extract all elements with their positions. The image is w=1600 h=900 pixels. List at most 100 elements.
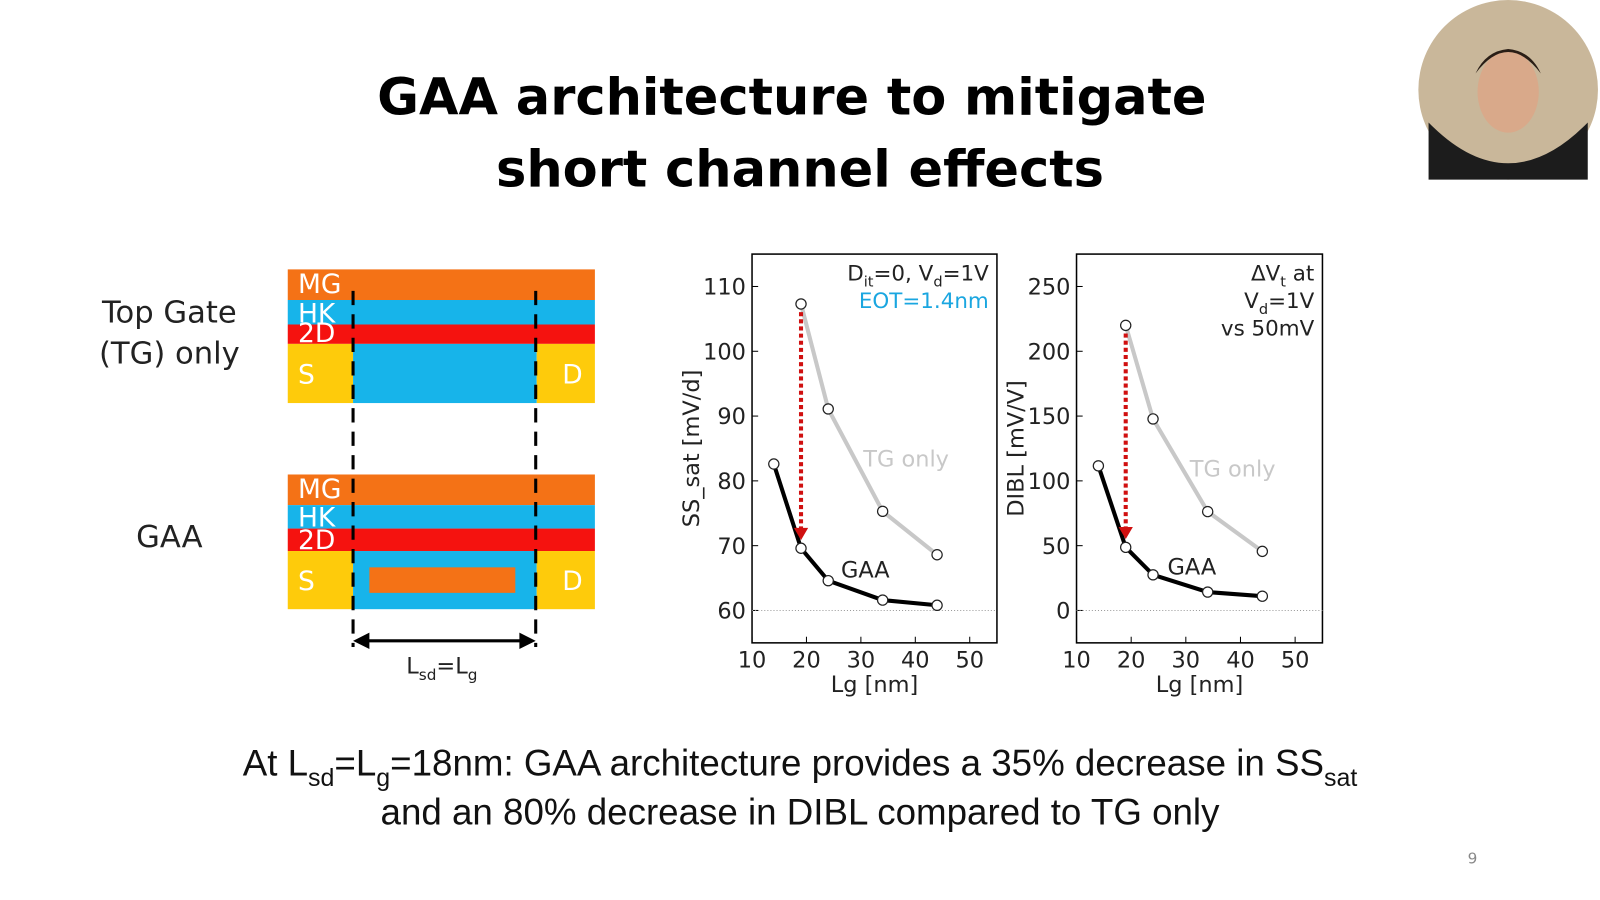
y-tick-label: 90 (717, 404, 746, 430)
text-span: D (847, 262, 863, 287)
annotation: ΔVt at (1251, 262, 1314, 291)
text-span: and an 80% decrease in DIBL compared to … (381, 791, 1221, 832)
arrow-head (1118, 526, 1133, 540)
device-diagram: Top Gate (TG) only GAA MG HK 2D S D MG H… (99, 269, 595, 684)
subscript: sd (419, 666, 437, 684)
data-point (1119, 541, 1132, 554)
channel (353, 343, 537, 404)
webcam (1418, 0, 1598, 180)
y-axis-label: SS_sat [mV/d] (679, 370, 705, 528)
data-point (1256, 590, 1269, 602)
tg-label: Top Gate (101, 295, 237, 330)
page-number: 9 (1468, 849, 1478, 867)
annotation: Dit=0, Vd=1V (847, 262, 989, 291)
annotation: EOT=1.4nm (859, 289, 989, 314)
layer-label: HK (298, 298, 336, 329)
text-span: V (1244, 289, 1259, 314)
y-tick-label: 100 (703, 339, 746, 365)
plot-frame (1075, 253, 1324, 644)
layer-label: MG (298, 269, 341, 300)
webcam-face (1477, 51, 1539, 133)
x-tick-label: 20 (792, 647, 821, 673)
layer-label: 2D (298, 525, 335, 556)
y-tick-label: 80 (717, 469, 746, 495)
data-point (1147, 569, 1159, 581)
plot-frame (751, 253, 998, 644)
y-tick-label: 100 (1028, 469, 1071, 495)
data-point (822, 403, 834, 415)
hk-layer (287, 300, 595, 325)
data-point (1201, 505, 1214, 518)
y-tick-label: 250 (1028, 275, 1071, 301)
subscript: d (1259, 301, 1268, 318)
text-span: =0, V (874, 262, 934, 287)
x-tick-label: 40 (901, 647, 930, 673)
data-point (1119, 319, 1132, 332)
webcam-hair (1475, 48, 1541, 74)
2d-layer (287, 528, 595, 552)
text-span: =L (334, 743, 376, 784)
layer-label: MG (298, 474, 341, 505)
x-tick-label: 20 (1117, 647, 1146, 673)
text-span: at (1286, 262, 1314, 287)
arrow-head (793, 527, 809, 541)
text-span: At L (243, 743, 308, 784)
x-tick-label: 50 (955, 647, 984, 673)
bottom-gate (369, 567, 516, 593)
webcam-shirt (1428, 122, 1588, 180)
text-span: =1V (1268, 289, 1315, 314)
drain (536, 551, 595, 610)
series-label: GAA (841, 558, 890, 584)
source (287, 551, 354, 610)
subscript: d (933, 274, 942, 291)
series-label: TG only (1189, 457, 1276, 483)
y-tick-label: 70 (717, 534, 746, 560)
y-tick-label: 150 (1028, 404, 1071, 430)
drain (536, 343, 595, 404)
text-span: =18nm: GAA architecture provides a 35% d… (390, 743, 1324, 784)
y-tick-label: 110 (703, 275, 746, 301)
title-line: short channel effects (496, 141, 1104, 200)
source-label: S (298, 360, 315, 391)
data-point (1092, 460, 1105, 472)
series-line (799, 303, 939, 557)
subscript: sd (308, 764, 334, 792)
layer-label: 2D (298, 318, 335, 349)
layer-label: HK (298, 503, 336, 534)
mg-layer (287, 269, 595, 300)
series-label: GAA (1167, 554, 1216, 580)
x-tick-label: 40 (1226, 647, 1255, 673)
data-point (768, 458, 780, 470)
data-point (1147, 413, 1159, 425)
subscript: t (1280, 274, 1286, 291)
x-axis-label: Lg [nm] (1156, 672, 1243, 698)
tg-label: (TG) only (99, 336, 240, 371)
text-span: =L (436, 653, 468, 679)
title-line: GAA architecture to mitigate (377, 68, 1206, 127)
data-point (931, 599, 943, 611)
series-label: TG only (862, 446, 949, 472)
drain-label: D (562, 566, 582, 597)
x-axis-label: Lg [nm] (831, 672, 918, 698)
source (287, 343, 354, 404)
data-point (1201, 586, 1214, 598)
drain-label: D (562, 360, 582, 391)
text-span: ΔV (1251, 262, 1281, 287)
x-tick-label: 50 (1281, 647, 1310, 673)
gaa-label: GAA (136, 520, 203, 555)
y-axis-label: DIBL [mV/V] (1003, 380, 1029, 517)
data-point (876, 505, 889, 518)
y-tick-label: 60 (717, 599, 746, 625)
source-label: S (298, 566, 315, 597)
y-tick-label: 200 (1028, 339, 1071, 365)
conclusion-line: and an 80% decrease in DIBL compared to … (381, 791, 1221, 832)
annotation: vs 50mV (1221, 317, 1315, 342)
x-tick-label: 10 (738, 647, 767, 673)
data-point (795, 542, 807, 554)
y-tick-label: 0 (1056, 599, 1070, 625)
data-point (795, 298, 807, 310)
subscript: it (864, 274, 874, 291)
